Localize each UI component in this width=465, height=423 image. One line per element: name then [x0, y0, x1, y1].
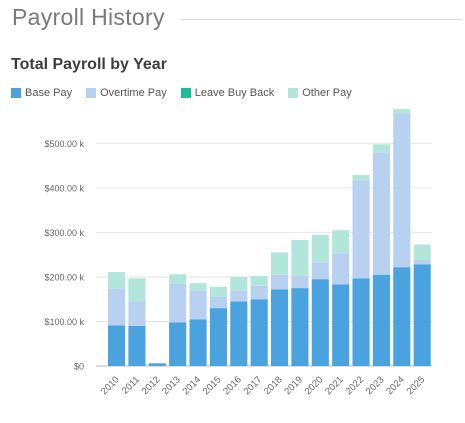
x-tick-label: 2023: [364, 374, 387, 397]
bar-overtime-pay[interactable]: [189, 290, 207, 320]
bar-base-pay[interactable]: [108, 325, 126, 366]
bar-overtime-pay[interactable]: [108, 288, 126, 326]
bar-other-pay[interactable]: [189, 283, 207, 291]
bar-base-pay[interactable]: [332, 284, 350, 366]
bar-base-pay[interactable]: [209, 308, 227, 366]
bar-base-pay[interactable]: [250, 299, 268, 366]
x-tick-label: 2015: [201, 374, 224, 397]
legend-item-base-pay[interactable]: Base Pay: [11, 87, 72, 99]
x-tick-label: 2022: [343, 374, 366, 397]
y-tick-label: $400.00 k: [44, 183, 84, 193]
bar-base-pay[interactable]: [311, 279, 329, 366]
y-tick-label: $100.00 k: [44, 317, 84, 327]
x-tick-label: 2017: [242, 374, 265, 397]
bar-base-pay[interactable]: [128, 325, 146, 366]
bar-other-pay[interactable]: [169, 274, 187, 284]
bar-overtime-pay[interactable]: [352, 180, 370, 279]
bar-overtime-pay[interactable]: [271, 274, 289, 290]
y-tick-label: $500.00 k: [44, 139, 84, 149]
legend-swatch-other-pay: [288, 88, 299, 98]
x-tick-label: 2010: [99, 374, 122, 397]
chart-legend: Base Pay Overtime Pay Leave Buy Back Oth…: [11, 87, 366, 99]
bar-other-pay[interactable]: [108, 272, 126, 289]
bar-base-pay[interactable]: [393, 267, 411, 366]
bar-base-pay[interactable]: [169, 322, 187, 366]
bar-overtime-pay[interactable]: [169, 283, 187, 323]
bar-other-pay[interactable]: [393, 109, 411, 114]
x-tick-label: 2011: [120, 374, 142, 396]
bar-base-pay[interactable]: [372, 274, 390, 366]
legend-swatch-base-pay: [11, 88, 21, 98]
y-tick-label: $0: [74, 362, 84, 372]
bar-overtime-pay[interactable]: [128, 301, 146, 326]
bar-base-pay[interactable]: [271, 289, 289, 366]
bar-other-pay[interactable]: [209, 286, 227, 297]
bar-overtime-pay[interactable]: [311, 262, 329, 280]
legend-swatch-leave-buy-back: [180, 88, 191, 98]
bar-overtime-pay[interactable]: [291, 275, 309, 289]
bar-other-pay[interactable]: [352, 175, 370, 181]
bar-overtime-pay[interactable]: [393, 113, 411, 268]
bar-other-pay[interactable]: [230, 276, 248, 291]
legend-item-other-pay[interactable]: Other Pay: [288, 87, 352, 99]
legend-label-base-pay: Base Pay: [25, 87, 73, 99]
x-tick-label: 2025: [405, 374, 428, 397]
bar-other-pay[interactable]: [291, 240, 309, 276]
legend-label-overtime-pay: Overtime Pay: [100, 87, 167, 99]
legend-item-leave-buy-back[interactable]: Leave Buy Back: [180, 87, 275, 99]
x-tick-label: 2012: [140, 374, 163, 397]
bar-other-pay[interactable]: [311, 234, 329, 263]
legend-item-overtime-pay[interactable]: Overtime Pay: [86, 87, 167, 99]
x-tick-label: 2016: [221, 374, 244, 397]
x-tick-label: 2014: [180, 374, 203, 397]
bar-base-pay[interactable]: [352, 278, 370, 366]
x-tick-label: 2019: [282, 374, 305, 397]
page-header: Payroll History: [12, 2, 462, 32]
bar-base-pay[interactable]: [291, 288, 309, 366]
bar-other-pay[interactable]: [250, 276, 268, 286]
bar-overtime-pay[interactable]: [230, 290, 248, 302]
x-tick-label: 2021: [323, 374, 346, 397]
y-tick-label: $300.00 k: [44, 228, 84, 238]
bar-other-pay[interactable]: [332, 230, 350, 254]
legend-swatch-overtime-pay: [86, 88, 97, 98]
chart-title: Total Payroll by Year: [11, 56, 167, 73]
x-tick-label: 2020: [303, 374, 326, 397]
legend-label-other-pay: Other Pay: [302, 87, 352, 99]
bar-base-pay[interactable]: [189, 319, 207, 366]
legend-label-leave-buy-back: Leave Buy Back: [194, 87, 275, 99]
page-title: Payroll History: [12, 3, 165, 30]
bar-other-pay[interactable]: [128, 278, 146, 302]
bar-overtime-pay[interactable]: [413, 260, 431, 265]
bar-base-pay[interactable]: [148, 363, 166, 366]
bar-other-pay[interactable]: [271, 252, 289, 275]
bar-overtime-pay[interactable]: [250, 285, 268, 300]
y-tick-label: $200.00 k: [44, 272, 84, 282]
x-tick-label: 2013: [160, 374, 183, 397]
bar-overtime-pay[interactable]: [372, 152, 390, 275]
header-divider: [180, 18, 462, 20]
bar-other-pay[interactable]: [372, 144, 390, 153]
bar-base-pay[interactable]: [413, 264, 431, 366]
bar-overtime-pay[interactable]: [332, 253, 350, 285]
bar-base-pay[interactable]: [230, 301, 248, 366]
x-tick-label: 2024: [384, 374, 407, 397]
bar-other-pay[interactable]: [413, 244, 431, 261]
bar-overtime-pay[interactable]: [209, 296, 227, 309]
x-tick-label: 2018: [262, 374, 285, 397]
